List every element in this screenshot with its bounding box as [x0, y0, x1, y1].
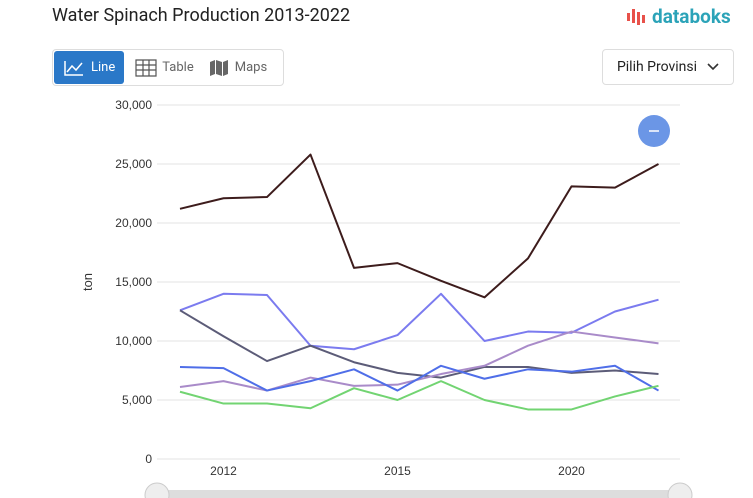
province-dropdown[interactable]: Pilih Provinsi: [602, 49, 734, 85]
logo-icon: [627, 8, 645, 25]
tab-label: Maps: [234, 60, 268, 75]
icon: [209, 59, 228, 76]
dropdown-label: Pilih Provinsi: [616, 59, 698, 75]
series-line: [179, 380, 659, 411]
series-line: [179, 309, 659, 379]
slider-handle[interactable]: [144, 482, 170, 498]
y-tick-label: 5,000: [122, 393, 152, 407]
logo[interactable]: databoks: [626, 5, 731, 28]
series-line: [179, 330, 659, 392]
y-tick-label: 25,000: [115, 157, 152, 171]
y-tick-label: 30,000: [115, 98, 152, 112]
view-tabs: Line Table Maps: [52, 49, 284, 86]
series-line: [179, 153, 659, 299]
x-tick-label: 2015: [384, 464, 411, 478]
slider-handle[interactable]: [667, 482, 693, 498]
chevron: [707, 63, 719, 71]
tab-label: Line: [91, 60, 116, 75]
y-axis-label: ton: [80, 273, 95, 291]
series-line: [179, 292, 659, 351]
y-tick-label: 10,000: [115, 334, 152, 348]
logo-text: databoks: [652, 5, 731, 28]
tab-maps[interactable]: Maps: [204, 59, 271, 77]
x-tick-label: 2020: [558, 464, 585, 478]
x-tick-label: 2012: [210, 464, 237, 478]
icon: [64, 60, 83, 76]
tab-line[interactable]: Line: [54, 51, 125, 84]
series-line: [179, 364, 659, 392]
chart-title: Water Spinach Production 2013-2022: [52, 5, 351, 26]
y-tick-label: 15,000: [115, 275, 152, 289]
y-tick-label: 0: [145, 452, 152, 466]
zoom-out-button[interactable]: [638, 115, 670, 147]
icon: [135, 58, 157, 77]
range-slider[interactable]: [157, 490, 680, 498]
tab-label: Table: [162, 60, 194, 75]
tab-table[interactable]: Table: [125, 58, 203, 77]
y-tick-label: 20,000: [115, 216, 152, 230]
